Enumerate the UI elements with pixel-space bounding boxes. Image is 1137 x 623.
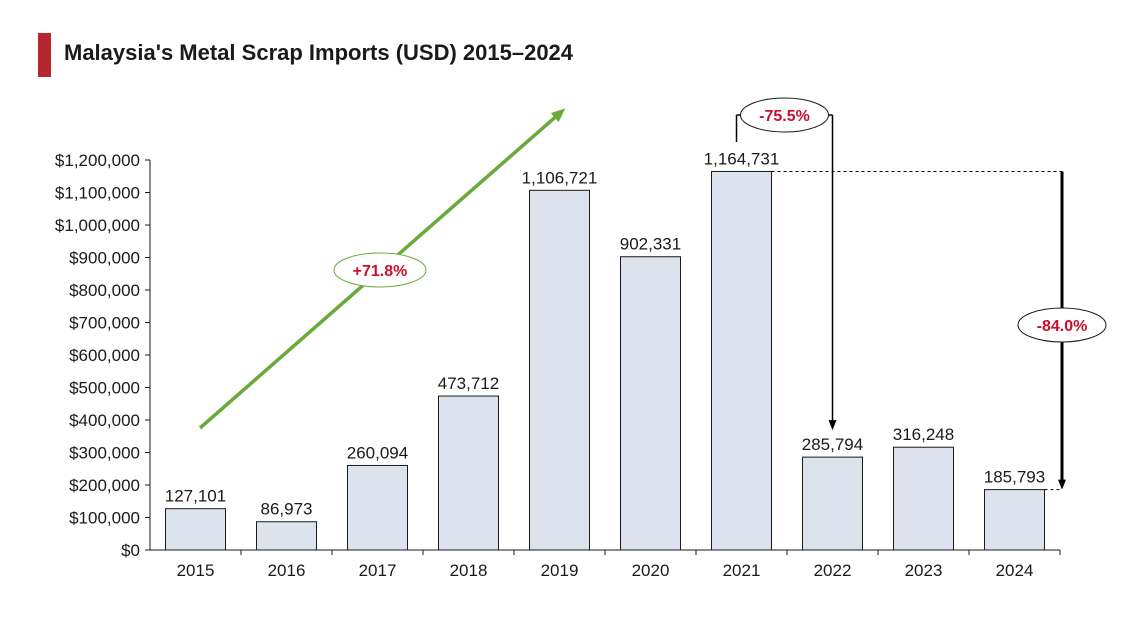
x-tick-label: 2018 xyxy=(450,561,488,580)
data-label: 285,794 xyxy=(802,435,863,454)
data-label: 1,106,721 xyxy=(522,168,598,187)
data-label: 316,248 xyxy=(893,425,954,444)
x-tick-label: 2023 xyxy=(905,561,943,580)
x-tick-label: 2016 xyxy=(268,561,306,580)
x-tick-label: 2019 xyxy=(541,561,579,580)
y-tick-label: $0 xyxy=(121,541,140,560)
y-tick-label: $500,000 xyxy=(69,379,140,398)
bar xyxy=(165,508,226,551)
data-label: 473,712 xyxy=(438,374,499,393)
bar xyxy=(347,464,408,551)
data-label: 902,331 xyxy=(620,235,681,254)
y-tick-label: $600,000 xyxy=(69,346,140,365)
y-tick-label: $1,000,000 xyxy=(55,216,140,235)
x-tick-label: 2020 xyxy=(632,561,670,580)
bar xyxy=(529,189,590,551)
y-tick-label: $400,000 xyxy=(69,411,140,430)
x-tick-label: 2022 xyxy=(814,561,852,580)
y-tick-label: $200,000 xyxy=(69,476,140,495)
drop-label-2024: -84.0% xyxy=(1037,318,1088,335)
bar xyxy=(711,170,772,551)
y-tick-label: $1,100,000 xyxy=(55,184,140,203)
bar xyxy=(438,395,499,551)
y-tick-label: $100,000 xyxy=(69,509,140,528)
y-tick-label: $800,000 xyxy=(69,281,140,300)
chart-title: Malaysia's Metal Scrap Imports (USD) 201… xyxy=(64,40,574,65)
y-tick-label: $1,200,000 xyxy=(55,151,140,170)
bar xyxy=(984,489,1045,551)
y-tick-label: $700,000 xyxy=(69,314,140,333)
bar xyxy=(256,521,317,551)
x-tick-label: 2024 xyxy=(996,561,1034,580)
drop-badge-2024 xyxy=(1017,307,1107,343)
x-tick-label: 2015 xyxy=(177,561,215,580)
bar xyxy=(802,456,863,551)
bar xyxy=(620,256,681,551)
drop-label-2022: -75.5% xyxy=(759,108,810,125)
data-label: 185,793 xyxy=(984,468,1045,487)
title-accent-bar xyxy=(38,33,51,77)
y-tick-label: $900,000 xyxy=(69,249,140,268)
bar xyxy=(893,446,954,551)
y-tick-label: $300,000 xyxy=(69,444,140,463)
drop-badge-2022 xyxy=(740,97,829,133)
trend-badge xyxy=(333,252,427,288)
data-label: 1,164,731 xyxy=(704,149,780,168)
data-label: 260,094 xyxy=(347,443,408,462)
x-tick-label: 2021 xyxy=(723,561,761,580)
data-label: 127,101 xyxy=(165,487,226,506)
data-label: 86,973 xyxy=(261,500,313,519)
trend-label: +71.8% xyxy=(353,263,408,280)
x-tick-label: 2017 xyxy=(359,561,397,580)
